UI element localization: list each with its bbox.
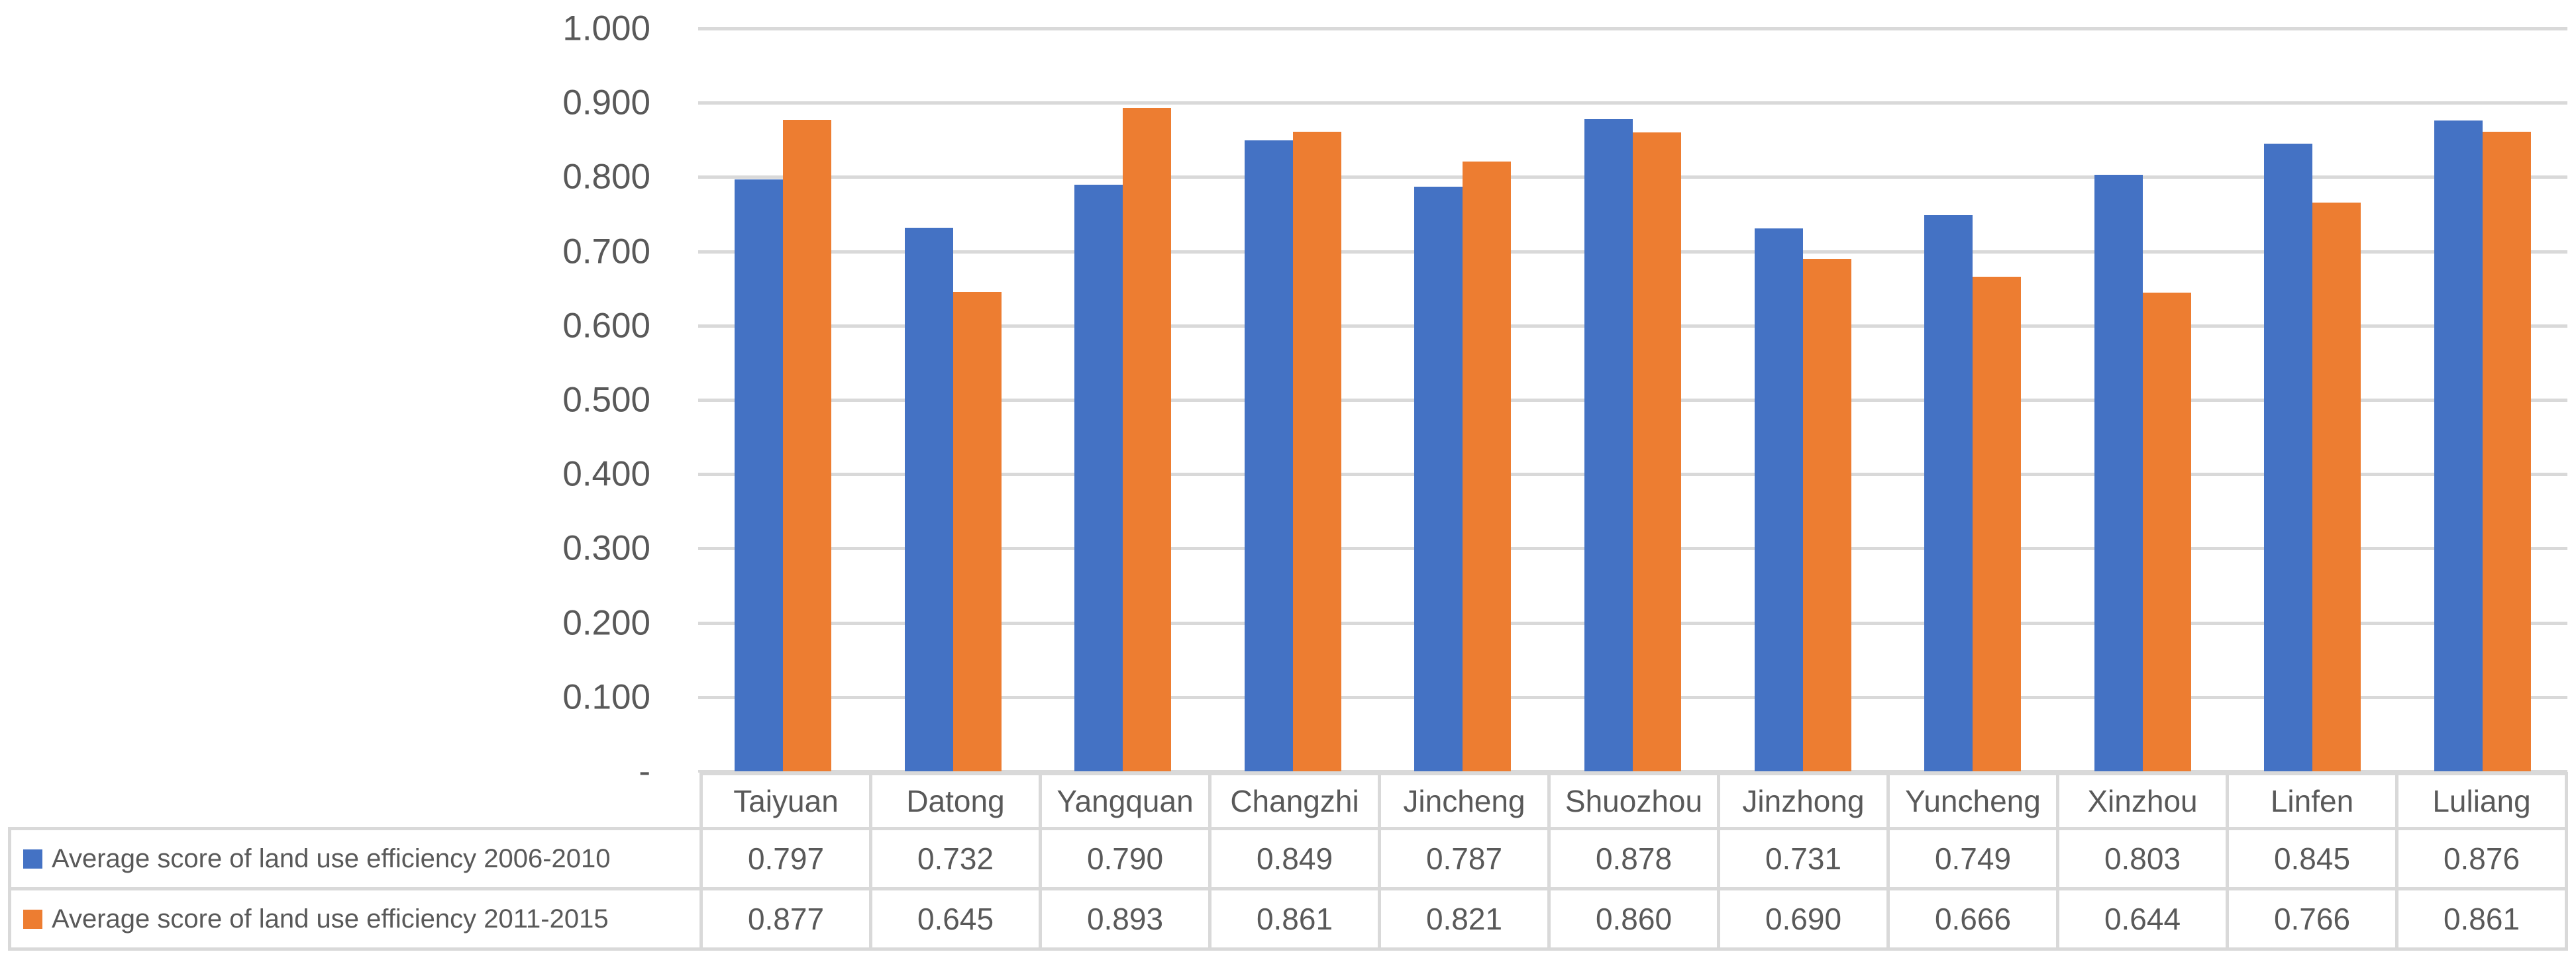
value-cell: 0.821 (1378, 887, 1551, 951)
bar (2482, 132, 2531, 771)
value-cell: 0.766 (2226, 887, 2398, 951)
bar (2094, 175, 2143, 771)
value-cell: 0.803 (2056, 827, 2229, 890)
bar (2312, 203, 2361, 771)
value-cell: 0.876 (2395, 827, 2568, 890)
bar (2142, 293, 2191, 771)
bar (1414, 187, 1463, 771)
value-cell: 0.790 (1039, 827, 1211, 890)
value-cell: 0.877 (699, 887, 872, 951)
bar-group-yangquan (1038, 28, 1208, 771)
y-axis-tick-label: 0.300 (562, 528, 650, 568)
bar (1074, 185, 1123, 771)
bar (1292, 132, 1341, 771)
y-axis-tick-label: 0.800 (562, 157, 650, 197)
value-cell: 0.860 (1547, 887, 1720, 951)
bar-group-taiyuan (698, 28, 868, 771)
bar-group-shuozhou (1548, 28, 1718, 771)
category-header-cell: Yuncheng (1886, 772, 2059, 830)
gridline (698, 101, 2567, 105)
bar (1584, 119, 1633, 771)
value-cell: 0.690 (1717, 887, 1890, 951)
x-axis-line (698, 770, 2567, 773)
bar (1633, 132, 1681, 771)
legend-swatch (23, 849, 42, 869)
bar (2434, 120, 2483, 771)
y-axis-tick-label: 0.600 (562, 306, 650, 346)
bar (1973, 277, 2022, 771)
bar (904, 228, 953, 771)
bar (1244, 140, 1293, 771)
bar (2264, 144, 2313, 771)
category-header-cell: Yangquan (1039, 772, 1211, 830)
bar (1123, 108, 1172, 771)
corner-cell (10, 774, 701, 829)
category-header-cell: Xinzhou (2056, 772, 2229, 830)
bar-group-luliang (2397, 28, 2567, 771)
bar-group-xinzhou (2057, 28, 2228, 771)
value-cell: 0.797 (699, 827, 872, 890)
y-axis-tick-label: - (639, 751, 650, 791)
y-axis: 1.000 0.900 0.800 0.700 0.600 0.500 0.400 0.300… (0, 0, 650, 958)
bar (1802, 259, 1851, 771)
legend-cell: Average score of land use efficiency 200… (8, 827, 703, 890)
category-header-cell: Datong (869, 772, 1042, 830)
category-header-cell: Jinzhong (1717, 772, 1890, 830)
bar (783, 120, 832, 771)
bar (1924, 215, 1973, 771)
y-axis-tick-label: 0.200 (562, 603, 650, 643)
category-header-cell: Shuozhou (1547, 772, 1720, 830)
legend-cell: Average score of land use efficiency 201… (8, 887, 703, 951)
y-axis-tick-label: 1.000 (562, 9, 650, 48)
value-cell: 0.893 (1039, 887, 1211, 951)
bar (1754, 228, 1803, 771)
y-axis-tick-label: 0.100 (562, 677, 650, 717)
category-header-cell: Linfen (2226, 772, 2398, 830)
legend-swatch (23, 909, 42, 929)
bar-group-jincheng (1378, 28, 1548, 771)
y-axis-tick-label: 0.900 (562, 83, 650, 122)
value-cell: 0.878 (1547, 827, 1720, 890)
value-cell: 0.731 (1717, 827, 1890, 890)
value-cell: 0.645 (869, 887, 1042, 951)
value-cell: 0.787 (1378, 827, 1551, 890)
y-axis-tick-label: 0.500 (562, 380, 650, 420)
value-cell: 0.732 (869, 827, 1042, 890)
value-cell: 0.861 (2395, 887, 2568, 951)
data-table: Taiyuan Datong Yangquan Changzhi Jincheng Shu… (8, 772, 2568, 951)
y-axis-tick-label: 0.700 (562, 232, 650, 271)
category-header-cell: Luliang (2395, 772, 2568, 830)
value-cell: 0.845 (2226, 827, 2398, 890)
bar (1463, 162, 1512, 771)
bar (735, 179, 784, 771)
legend-label: Average score of land use efficiency 201… (52, 904, 609, 934)
value-cell: 0.849 (1208, 827, 1381, 890)
gridline (698, 27, 2567, 30)
category-header-cell: Changzhi (1208, 772, 1381, 830)
category-header-cell: Taiyuan (699, 772, 872, 830)
value-cell: 0.749 (1886, 827, 2059, 890)
bar-group-datong (868, 28, 1039, 771)
value-cell: 0.666 (1886, 887, 2059, 951)
plot-area (698, 28, 2567, 771)
bar (953, 292, 1002, 771)
legend-label: Average score of land use efficiency 200… (52, 843, 611, 873)
y-axis-tick-label: 0.400 (562, 454, 650, 494)
bar-group-jinzhong (1718, 28, 1888, 771)
value-cell: 0.861 (1208, 887, 1381, 951)
bar-group-yuncheng (1888, 28, 2058, 771)
bar-group-changzhi (1208, 28, 1378, 771)
bar-group-linfen (2228, 28, 2398, 771)
category-header-cell: Jincheng (1378, 772, 1551, 830)
value-cell: 0.644 (2056, 887, 2229, 951)
